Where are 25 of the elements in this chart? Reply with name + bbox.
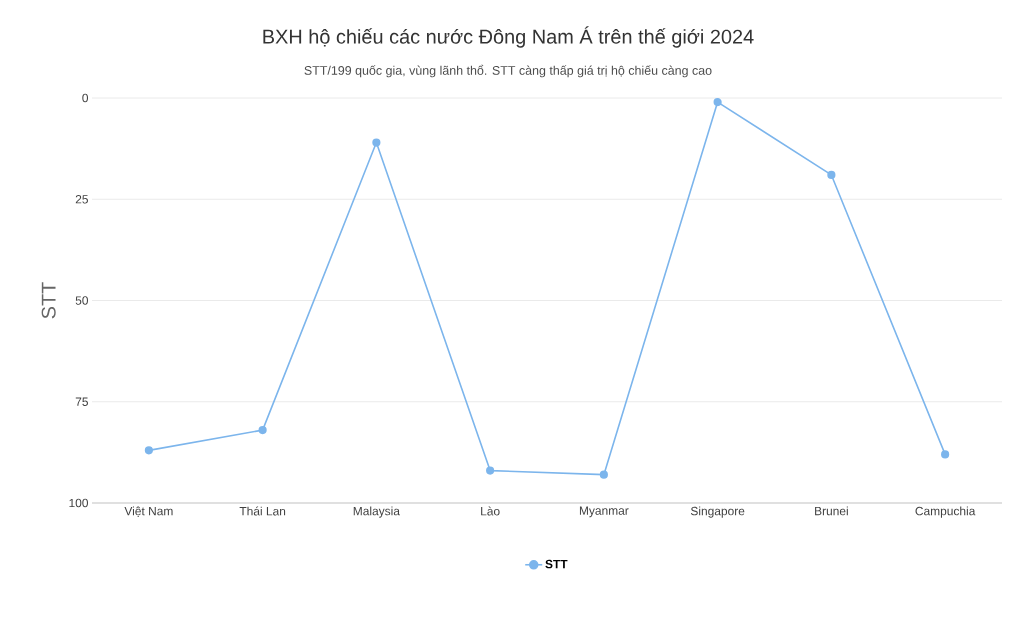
y-axis-title: STT — [41, 282, 56, 319]
y-tick-label: 100 — [69, 498, 89, 508]
point — [599, 470, 608, 479]
point — [941, 450, 950, 459]
x-tick-label: Malaysia — [353, 506, 400, 518]
x-tick-label: Brunei — [815, 506, 848, 516]
x-tick-label: Campuchia — [915, 506, 976, 518]
point — [144, 446, 153, 455]
point — [713, 97, 722, 107]
chart-title: BXH hộ chiếu các nước Đông Nam Á trên thế giới 2024 — [263, 26, 754, 48]
x-tick-label: Thái Lan — [239, 506, 286, 516]
x-tick-label: Singapore — [690, 506, 745, 518]
y-tick-label: 25 — [75, 195, 88, 204]
x-tick-label: Lào — [481, 506, 500, 516]
x-tick-label: Việt Nam — [124, 506, 173, 518]
point — [372, 138, 381, 147]
y-tick-label: 75 — [75, 397, 88, 406]
chart-subtitle: STT/199 quốc gia, vùng lãnh thổ. STT càng thấp giá trị hộ chiếu càng cao — [304, 64, 712, 78]
x-tick-label: Myanmar — [579, 506, 629, 518]
point — [258, 426, 267, 435]
y-tick-label: 0 — [82, 93, 89, 103]
point — [827, 170, 836, 180]
point — [486, 466, 495, 475]
y-tick-label: 50 — [75, 296, 89, 305]
legend-label: STT — [545, 559, 568, 569]
